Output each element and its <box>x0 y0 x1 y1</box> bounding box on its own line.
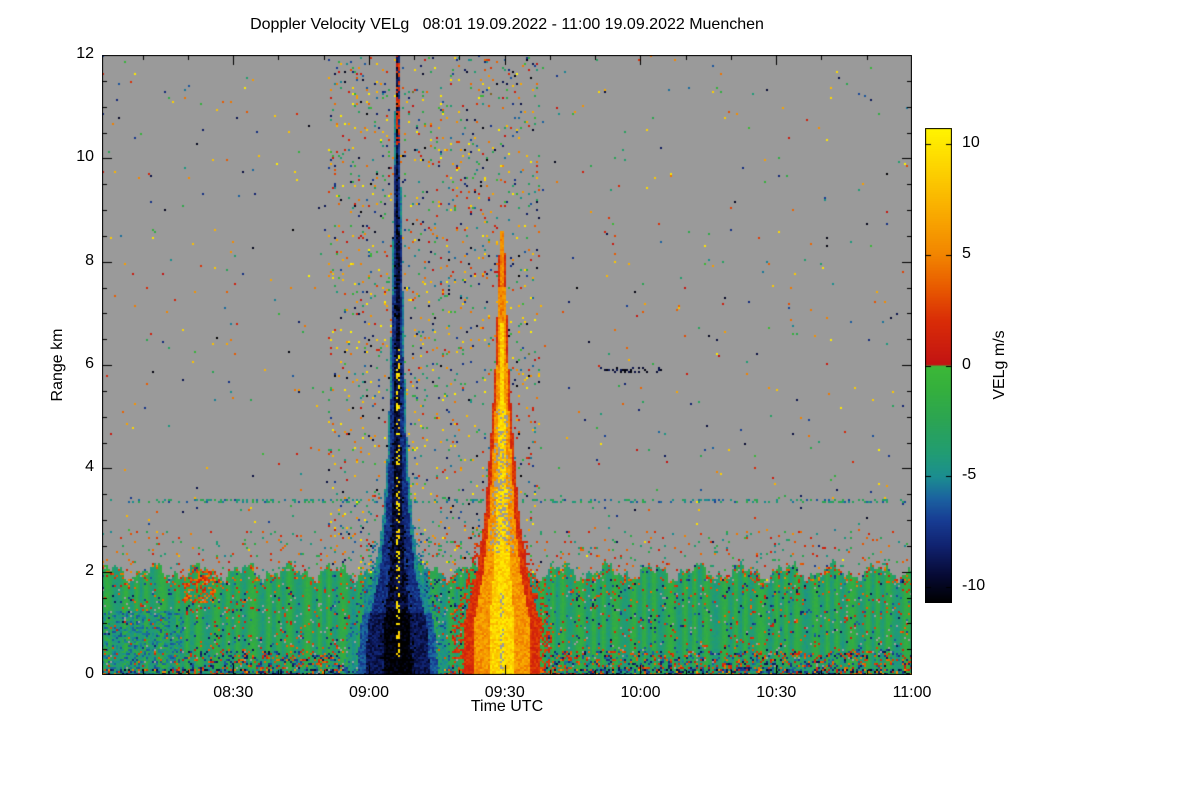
colorbar-tick-label: -10 <box>962 577 986 595</box>
x-tick-label: 09:00 <box>348 684 389 701</box>
y-tick-label: 8 <box>85 251 94 269</box>
x-tick-label: 08:30 <box>213 684 254 701</box>
colorbar-tick-label: -5 <box>962 466 977 484</box>
colorbar-canvas <box>925 128 952 603</box>
chart-title: Doppler Velocity VELg 08:01 19.09.2022 -… <box>250 16 764 33</box>
colorbar-tick-label: 0 <box>962 355 971 373</box>
x-tick-label: 09:30 <box>484 684 525 701</box>
x-tick-label: 10:30 <box>756 684 797 701</box>
x-axis-label: Time UTC <box>470 698 544 715</box>
colorbar-tick-label: 10 <box>962 133 980 151</box>
x-tick-label: 11:00 <box>892 684 932 701</box>
y-tick-label: 10 <box>76 148 94 166</box>
colorbar-tick-label: 5 <box>962 244 971 262</box>
colorbar-label: VELg m/s <box>991 330 1008 400</box>
y-tick-label: 2 <box>85 561 94 579</box>
y-tick-label: 0 <box>85 665 94 682</box>
y-tick-label: 4 <box>85 458 94 476</box>
y-tick-label: 6 <box>85 355 94 372</box>
heatmap-canvas <box>102 55 912 675</box>
x-tick-label: 10:00 <box>620 684 661 701</box>
y-tick-label: 12 <box>76 45 94 62</box>
